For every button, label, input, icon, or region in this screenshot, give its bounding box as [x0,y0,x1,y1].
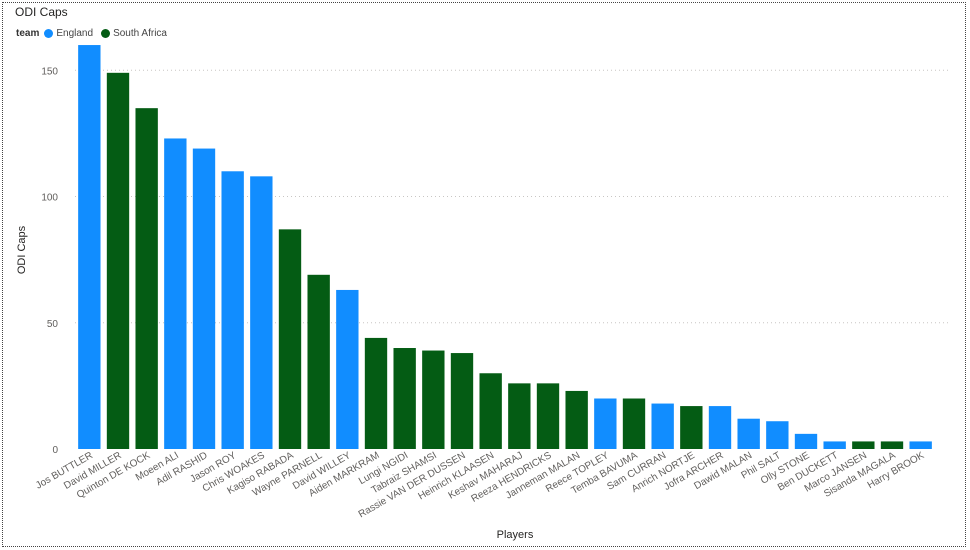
bar[interactable] [278,229,302,449]
legend-label-england: England [56,28,94,39]
bar[interactable] [909,441,932,449]
legend-item-england[interactable]: England [44,28,93,39]
bar[interactable] [852,441,875,449]
bar[interactable] [135,108,158,450]
y-tick-label: 50 [47,319,59,330]
bar[interactable] [393,348,416,449]
bar[interactable] [164,138,187,450]
legend: team England South Africa [16,28,175,39]
y-tick-label: 100 [41,193,58,204]
y-axis-title: ODI Caps [16,225,28,274]
chart-title: ODI Caps [15,5,68,19]
bar[interactable] [450,353,474,449]
bar[interactable] [880,441,904,449]
bar[interactable] [708,406,732,449]
bar[interactable] [565,390,588,449]
bar[interactable] [536,383,560,449]
bar[interactable] [192,148,216,450]
bar[interactable] [823,441,846,449]
bar[interactable] [106,72,130,449]
x-axis-title: Players [497,529,534,541]
bar[interactable] [737,418,760,449]
legend-label-south-africa: South Africa [113,28,167,39]
legend-title: team [16,28,40,39]
bar[interactable] [508,383,531,449]
bar[interactable] [78,45,101,450]
bar[interactable] [794,433,818,449]
bar[interactable] [622,398,646,449]
y-tick-label: 150 [41,66,58,77]
legend-dot-south-africa [101,29,111,38]
bar[interactable] [594,398,617,449]
bar[interactable] [307,274,330,449]
legend-item-south-africa[interactable]: South Africa [101,28,167,39]
legend-dot-england [44,29,54,38]
bar[interactable] [336,289,359,449]
bar[interactable] [479,373,502,449]
bar[interactable] [766,421,789,449]
y-tick-label: 0 [52,445,58,456]
bar[interactable] [651,403,674,449]
bar[interactable] [221,171,244,450]
bar[interactable] [422,350,445,449]
bar[interactable] [250,176,273,450]
bar[interactable] [364,337,388,449]
bar[interactable] [680,406,703,449]
